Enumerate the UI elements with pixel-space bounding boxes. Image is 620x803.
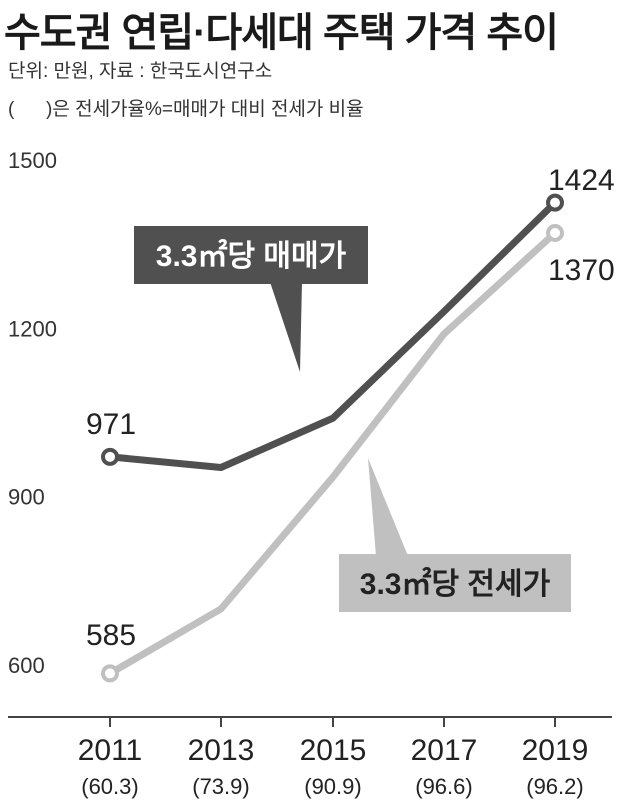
- data-point-marker: [101, 664, 119, 683]
- x-tick-label: 2015: [300, 734, 367, 767]
- x-tick-label: 2011: [78, 734, 143, 767]
- data-label-jeonse-2011: 585: [86, 619, 136, 652]
- x-ratio-label: (60.3): [81, 774, 138, 799]
- x-tick-label: 2019: [522, 734, 589, 767]
- jeonse-price-line: [106, 229, 559, 677]
- x-ratio-label: (96.2): [526, 774, 583, 799]
- y-tick-label: 1500: [8, 148, 57, 173]
- y-tick-label: 600: [8, 653, 45, 678]
- data-point-marker: [546, 193, 564, 212]
- y-tick-label: 1200: [8, 316, 57, 341]
- y-tick-label: 900: [8, 485, 45, 510]
- data-label-jeonse-2019: 1370: [548, 254, 615, 287]
- jeonse-legend-pointer: [368, 458, 408, 556]
- x-ratio-label: (96.6): [415, 774, 472, 799]
- data-point-marker: [101, 447, 119, 466]
- chart-title: 수도권 연립·다세대 주택 가격 추이: [4, 11, 559, 55]
- ratio-note: ( )은 전세가율%=매매가 대비 전세가 비율: [8, 99, 364, 120]
- sale-price-line: [106, 199, 559, 471]
- sale-legend-label: 3.3㎡당 매매가: [156, 239, 347, 273]
- data-label-sale-2019: 1424: [548, 164, 615, 197]
- jeonse-legend-label: 3.3㎡당 전세가: [360, 567, 551, 601]
- data-label-sale-2011: 971: [86, 408, 136, 441]
- x-ratio-label: (90.9): [304, 774, 361, 799]
- x-ratio-label: (73.9): [192, 774, 249, 799]
- data-point-marker: [546, 223, 564, 242]
- x-tick-label: 2017: [411, 734, 478, 767]
- sale-legend-box: [134, 226, 368, 284]
- x-tick-label: 2013: [188, 734, 255, 767]
- sale-legend-pointer: [270, 282, 302, 372]
- unit-source-note: 단위: 만원, 자료 : 한국도시연구소: [8, 61, 273, 82]
- jeonse-legend-box: [339, 554, 571, 612]
